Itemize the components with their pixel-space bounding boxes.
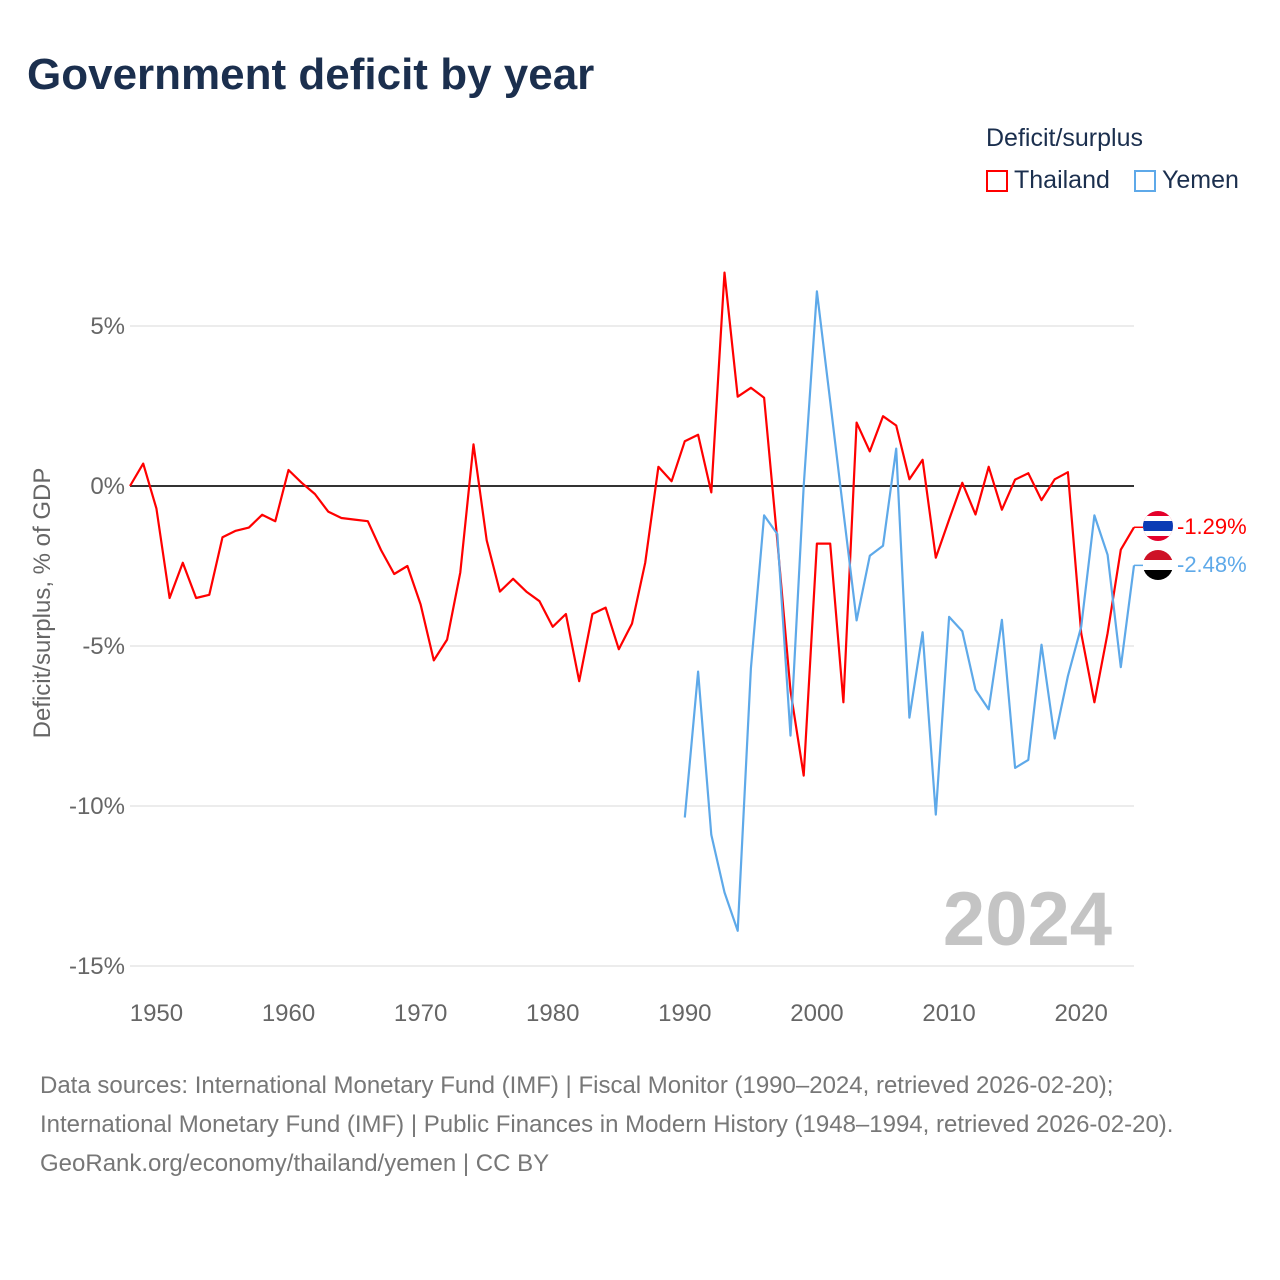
data-sources: Data sources: International Monetary Fun… — [40, 1072, 1174, 1138]
legend-item-yemen[interactable]: Yemen — [1134, 166, 1239, 195]
legend-label-thailand: Thailand — [1014, 166, 1110, 194]
legend-label-yemen: Yemen — [1162, 166, 1239, 194]
y-tick-label: -10% — [69, 793, 125, 820]
x-tick-label: 2020 — [1054, 1000, 1107, 1027]
x-tick-label: 2010 — [922, 1000, 975, 1027]
x-tick-label: 1990 — [658, 1000, 711, 1027]
end-label-yemen: -2.48% — [1177, 552, 1247, 577]
x-tick-label: 2000 — [790, 1000, 843, 1027]
footer: Data sources: International Monetary Fun… — [40, 1066, 1240, 1183]
flag-thailand-icon — [1143, 511, 1173, 541]
y-tick-label: -5% — [82, 633, 125, 660]
x-tick-label: 1950 — [130, 1000, 183, 1027]
y-axis-label: Deficit/surplus, % of GDP — [29, 468, 56, 739]
legend-swatch-yemen — [1134, 169, 1156, 192]
x-tick-label: 1970 — [394, 1000, 447, 1027]
credit-link[interactable]: GeoRank.org/economy/thailand/yemen | CC … — [40, 1150, 550, 1177]
legend-title: Deficit/surplus — [986, 124, 1143, 152]
end-label-thailand: -1.29% — [1177, 514, 1247, 539]
year-watermark: 2024 — [943, 877, 1112, 962]
legend-swatch-thailand — [986, 169, 1008, 192]
flag-yemen-icon — [1143, 550, 1173, 580]
series-line-yemen — [683, 290, 1136, 932]
x-tick-label: 1960 — [262, 1000, 315, 1027]
legend-item-thailand[interactable]: Thailand — [986, 166, 1110, 195]
chart-title: Government deficit by year — [27, 50, 595, 99]
x-tick-label: 1980 — [526, 1000, 579, 1027]
y-tick-label: 5% — [90, 313, 125, 340]
y-tick-label: 0% — [90, 473, 125, 500]
y-tick-label: -15% — [69, 953, 125, 980]
